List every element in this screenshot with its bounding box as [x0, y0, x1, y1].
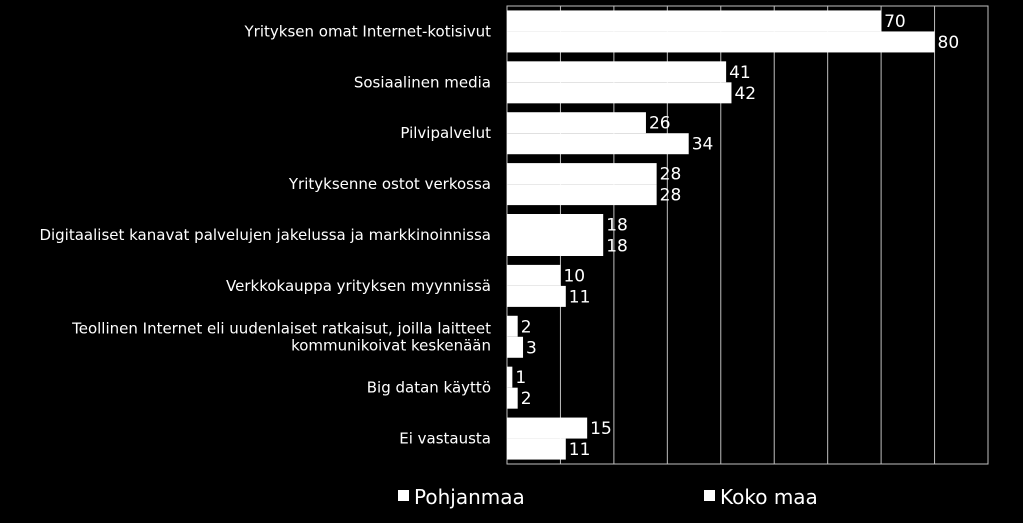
data-label: 3 — [526, 338, 537, 358]
data-label: 18 — [606, 237, 628, 257]
category-label: Ei vastausta — [399, 430, 491, 448]
bar-pohjanmaa — [507, 366, 513, 388]
bar-koko-maa — [507, 133, 689, 155]
bar-pohjanmaa — [507, 163, 657, 185]
category-label: Pilvipalvelut — [400, 124, 491, 142]
bar-pohjanmaa — [507, 264, 561, 286]
bar-pohjanmaa — [507, 315, 518, 337]
bar-pohjanmaa — [507, 112, 646, 134]
data-label: 15 — [590, 419, 612, 439]
bar-koko-maa — [507, 31, 935, 53]
bar-koko-maa — [507, 184, 657, 206]
category-labels: Yrityksen omat Internet-kotisivut Sosiaal… — [39, 22, 491, 447]
legend: Pohjanmaa Koko maa — [398, 485, 818, 509]
data-label: 2 — [521, 317, 532, 337]
bar-koko-maa — [507, 336, 524, 358]
legend-label-koko-maa: Koko maa — [720, 485, 818, 509]
data-label: 11 — [569, 440, 591, 460]
data-label: 1 — [515, 368, 526, 388]
bar-koko-maa — [507, 82, 732, 104]
category-label: Digitaaliset kanavat palvelujen jakeluss… — [39, 226, 491, 244]
bar-koko-maa — [507, 387, 518, 409]
category-label: Verkkokauppa yrityksen myynnissä — [226, 277, 491, 295]
bar-koko-maa — [507, 285, 566, 307]
data-label: 28 — [660, 165, 682, 185]
category-label: Yrityksenne ostot verkossa — [288, 175, 491, 193]
data-label: 26 — [649, 114, 671, 134]
data-label: 11 — [569, 287, 591, 307]
legend-swatch-koko-maa — [704, 490, 715, 501]
category-label: Teollinen Internet eli uudenlaiset ratka… — [71, 319, 491, 354]
data-label: 10 — [563, 266, 585, 286]
category-label: Sosiaalinen media — [354, 73, 491, 91]
category-label: Yrityksen omat Internet-kotisivut — [244, 22, 492, 40]
bar-pohjanmaa — [507, 417, 588, 439]
data-label: 70 — [884, 12, 906, 32]
data-label: 28 — [660, 186, 682, 206]
data-label: 80 — [938, 33, 960, 53]
bar-pohjanmaa — [507, 214, 604, 235]
data-label: 18 — [606, 216, 628, 236]
bar-pohjanmaa — [507, 10, 882, 32]
bar-pohjanmaa — [507, 61, 727, 83]
legend-swatch-pohjanmaa — [398, 490, 409, 501]
data-label: 34 — [692, 135, 714, 155]
data-label: 2 — [521, 389, 532, 409]
bar-koko-maa — [507, 235, 604, 256]
category-label: Big datan käyttö — [367, 379, 491, 397]
legend-label-pohjanmaa: Pohjanmaa — [414, 485, 525, 509]
data-label: 41 — [729, 63, 751, 83]
bars — [507, 10, 935, 460]
bar-koko-maa — [507, 438, 566, 460]
data-label: 42 — [734, 84, 756, 104]
